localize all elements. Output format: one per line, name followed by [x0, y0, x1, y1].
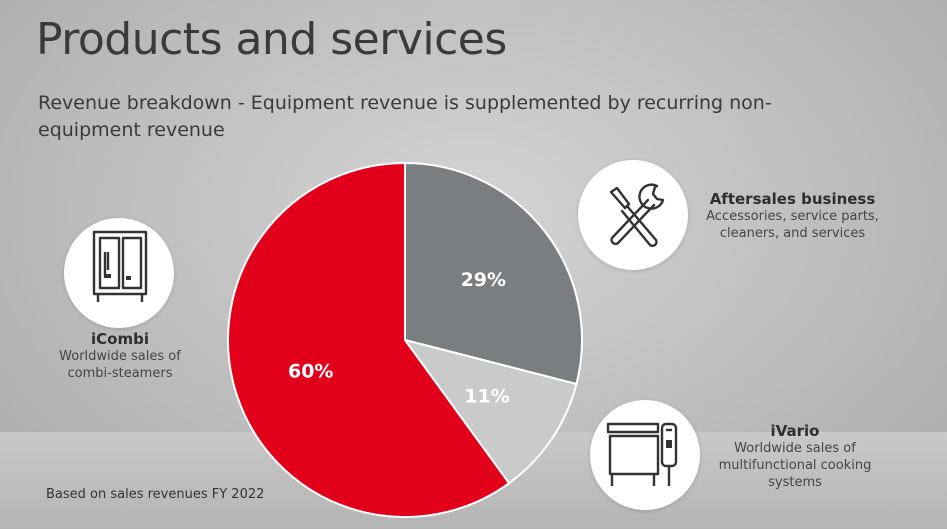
pie-slice-icombi [227, 161, 511, 518]
icombi-title: iCombi [91, 330, 149, 348]
combi-steamer-icon [92, 230, 148, 302]
ivario-desc-line3: systems [768, 475, 822, 490]
icombi-icon-circle [64, 218, 174, 328]
ivario-title: iVario [770, 422, 820, 440]
ivario-desc-line2: multifunctional cooking [718, 458, 872, 473]
footnote: Based on sales revenues FY 2022 [46, 487, 265, 502]
pie-slice-aftersales-business [404, 161, 583, 386]
page-title: Products and services [36, 14, 507, 65]
icombi-desc-line1: Worldwide sales of [59, 349, 181, 364]
pie-label-aftersales-business: 29% [461, 269, 506, 291]
pie-label-icombi: 60% [288, 361, 333, 383]
aftersales-desc-line1: Accessories, service parts, [706, 209, 879, 224]
ivario-label: iVario Worldwide sales of multifunctiona… [710, 422, 880, 491]
icombi-desc-line2: combi-steamers [67, 366, 173, 381]
cooking-system-icon [606, 422, 678, 486]
aftersales-title: Aftersales business [709, 190, 876, 208]
aftersales-desc-line2: cleaners, and services [719, 226, 866, 241]
wrench-screwdriver-icon [609, 183, 665, 248]
pie-slice-ivario [402, 338, 578, 485]
aftersales-label: Aftersales business Accessories, service… [700, 190, 885, 242]
aftersales-icon-circle [578, 160, 688, 270]
ivario-icon-circle [590, 400, 700, 510]
icombi-label: iCombi Worldwide sales of combi-steamers [20, 330, 220, 382]
pie-label-ivario: 11% [464, 386, 509, 408]
ivario-desc-line1: Worldwide sales of [734, 441, 856, 456]
page-subtitle: Revenue breakdown - Equipment revenue is… [38, 92, 772, 141]
